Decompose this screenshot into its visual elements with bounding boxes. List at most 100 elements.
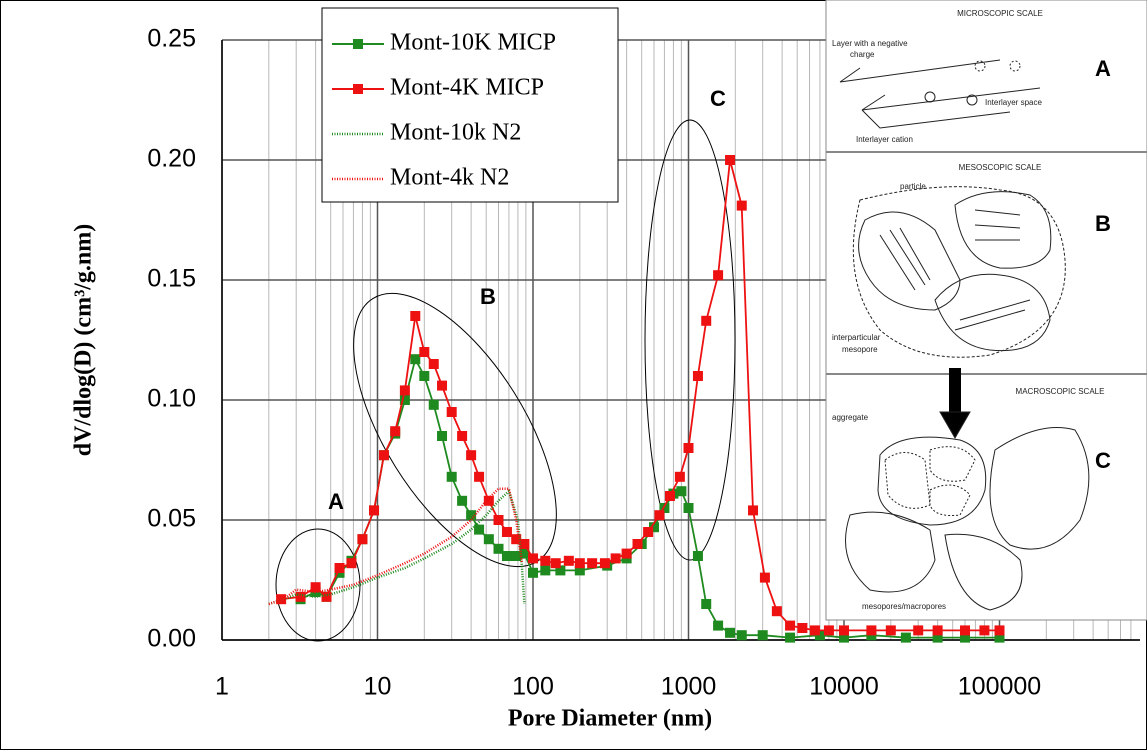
- point: [900, 632, 911, 643]
- point: [960, 625, 971, 636]
- legend-box: [321, 7, 619, 203]
- point: [674, 471, 685, 482]
- point: [428, 399, 439, 410]
- point: [457, 431, 468, 441]
- point: [493, 515, 504, 525]
- point: [528, 567, 538, 578]
- x-tick-label: 1000: [661, 673, 717, 701]
- point: [692, 551, 703, 561]
- point: [555, 565, 566, 576]
- point: [960, 632, 971, 643]
- point: [474, 471, 485, 482]
- point: [866, 625, 877, 636]
- point: [932, 632, 943, 643]
- point: [683, 443, 694, 453]
- point: [701, 315, 712, 326]
- inset-label: interparticular: [832, 333, 881, 342]
- point: [994, 632, 1005, 643]
- point: [797, 623, 808, 633]
- legend-label: Mont-4K MICP: [390, 75, 544, 101]
- ellipse-c: [644, 119, 736, 561]
- point: [519, 539, 530, 549]
- inset-label: Interlayer cation: [856, 135, 913, 144]
- inset-drawing: [839, 59, 1041, 129]
- point: [428, 359, 439, 369]
- x-tick-label: 1: [215, 673, 229, 701]
- point: [501, 527, 512, 537]
- inset-label: mesopores/macropores: [862, 602, 946, 611]
- point: [528, 553, 538, 564]
- point: [643, 527, 654, 537]
- point: [574, 558, 585, 569]
- point: [540, 555, 551, 566]
- point: [321, 591, 332, 602]
- point: [437, 380, 448, 391]
- inset-label: particle: [900, 182, 926, 191]
- point: [913, 625, 924, 636]
- point: [839, 632, 849, 643]
- series-line: [268, 488, 526, 606]
- inset-letter: C: [1095, 448, 1111, 473]
- point: [483, 495, 494, 506]
- legend-marker: [353, 39, 363, 49]
- point: [511, 534, 522, 545]
- point: [437, 431, 448, 441]
- inset-label: Layer with a negative: [832, 39, 908, 48]
- point: [334, 563, 345, 573]
- point: [885, 625, 896, 636]
- x-tick-label: 100: [512, 673, 554, 701]
- point: [457, 495, 468, 506]
- point: [748, 505, 759, 516]
- point: [683, 503, 694, 513]
- y-tick-label: 0.20: [147, 145, 196, 173]
- point: [446, 471, 457, 482]
- legend-marker: [353, 84, 363, 94]
- point: [676, 486, 687, 497]
- point: [399, 385, 410, 396]
- point: [785, 632, 796, 643]
- point: [771, 606, 782, 617]
- point: [483, 534, 494, 545]
- legend: Mont-10K MICP Mont-4K MICP Mont-10k N2 Mont…: [321, 7, 619, 203]
- point: [493, 543, 504, 554]
- point: [785, 620, 796, 631]
- point: [599, 558, 610, 569]
- point: [725, 155, 736, 165]
- inset-label: mesopore: [842, 345, 878, 354]
- point: [357, 534, 368, 545]
- point: [701, 599, 712, 609]
- inset-letter: A: [1095, 56, 1111, 81]
- point: [587, 558, 598, 569]
- inset-title: MICROSCOPIC SCALE: [957, 9, 1043, 18]
- legend-label: Mont-10k N2: [390, 120, 521, 146]
- point: [466, 510, 477, 521]
- point: [346, 558, 357, 569]
- point: [295, 591, 306, 602]
- point: [692, 371, 703, 381]
- point: [419, 347, 430, 357]
- y-tick-label: 0.15: [147, 265, 196, 293]
- legend-label: Mont-10K MICP: [390, 30, 556, 56]
- point: [446, 407, 457, 417]
- point: [563, 555, 574, 566]
- point: [610, 553, 621, 564]
- point: [519, 548, 530, 559]
- plot: [268, 155, 1005, 643]
- point: [839, 625, 849, 636]
- x-tick-label: 100000: [958, 673, 1041, 701]
- inset-label: aggregate: [832, 413, 869, 422]
- point: [814, 630, 825, 641]
- point: [369, 505, 380, 516]
- point: [759, 572, 770, 583]
- inset-drawing: [845, 368, 1090, 611]
- point: [649, 522, 660, 533]
- x-tick-label: 10000: [809, 673, 879, 701]
- point: [659, 503, 670, 513]
- point: [550, 558, 561, 569]
- point: [390, 426, 401, 437]
- point: [757, 630, 768, 641]
- point: [809, 625, 820, 636]
- point: [979, 625, 990, 636]
- inset-label: charge: [850, 50, 875, 59]
